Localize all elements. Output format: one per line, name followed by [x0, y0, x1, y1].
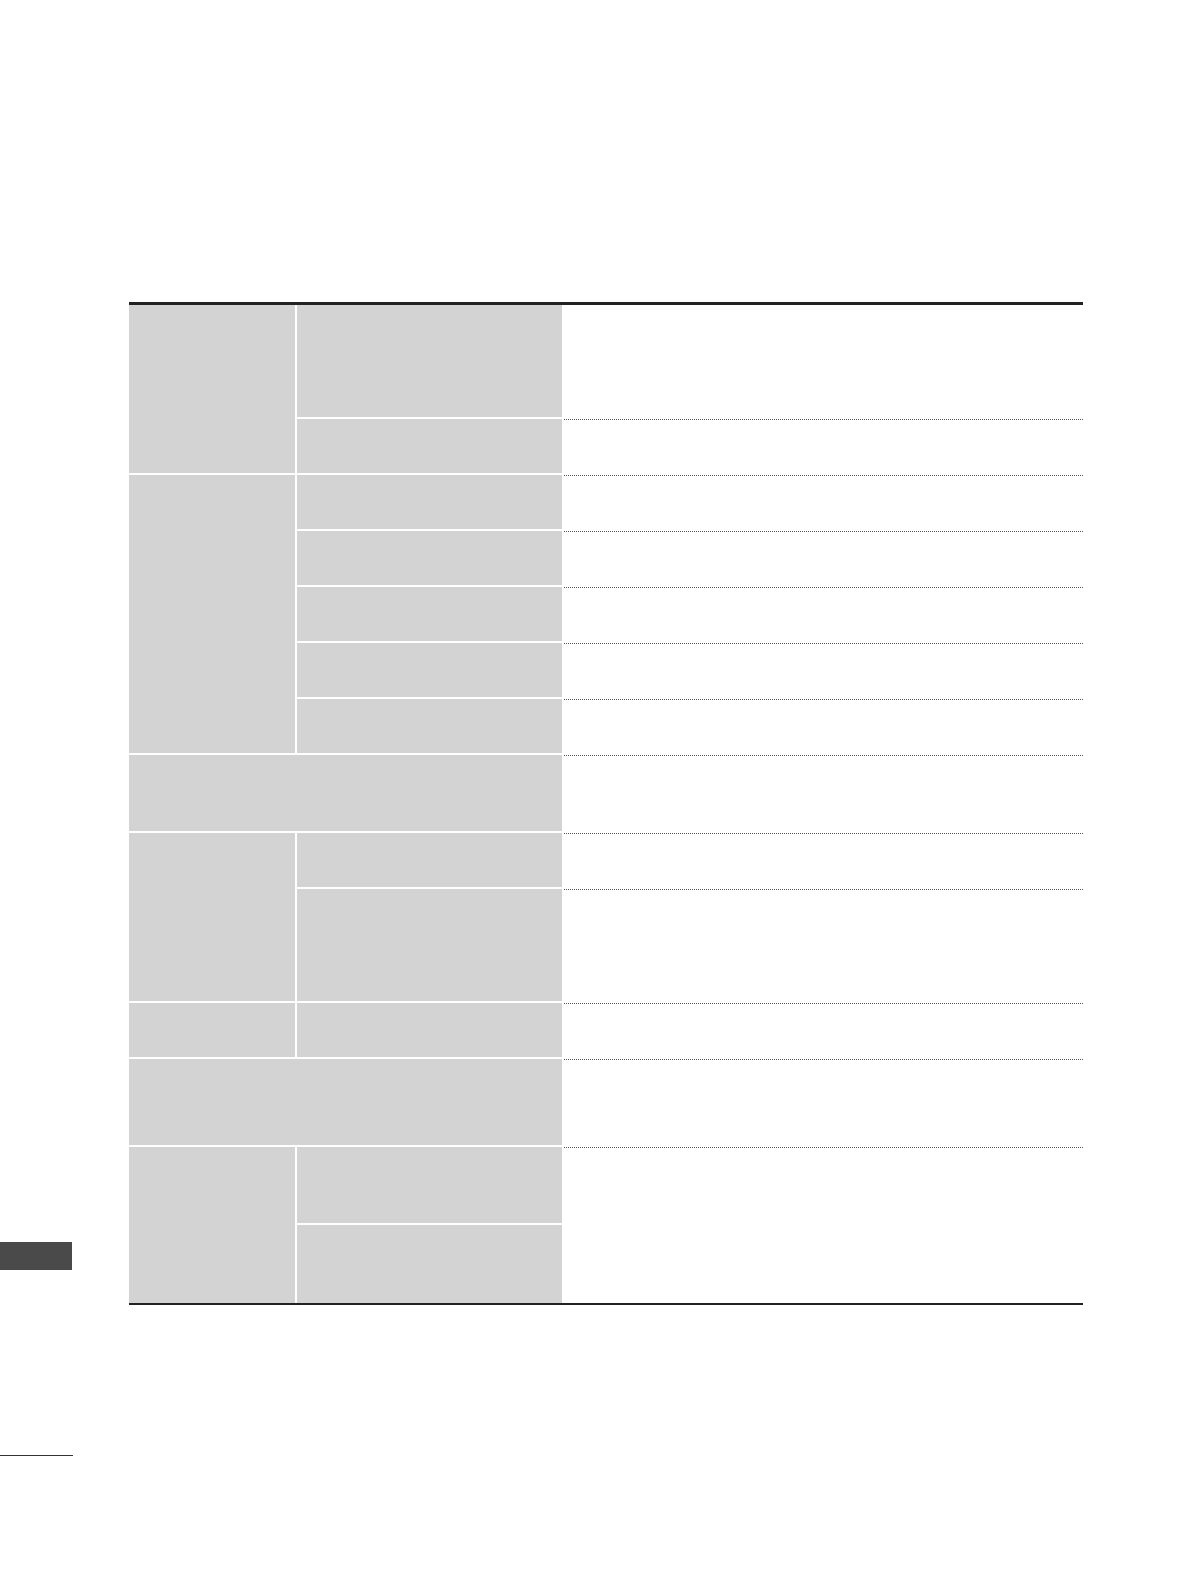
table-row-header: [297, 475, 562, 529]
table-row-header: [297, 419, 562, 473]
table-row-header: [297, 587, 562, 641]
row-divider: [564, 1059, 1083, 1060]
table-group-header: [129, 475, 295, 753]
row-divider: [564, 475, 1083, 476]
table-span-header: [129, 755, 562, 831]
table-row-header: [297, 833, 562, 887]
table-span-header: [129, 1059, 562, 1145]
table-row-header: [297, 1147, 562, 1223]
table-group-header: [129, 1147, 295, 1304]
table-group-header: [129, 305, 295, 473]
table-top-rule: [129, 302, 1083, 305]
row-divider: [564, 755, 1083, 756]
table-row-header: [297, 699, 562, 753]
footer-rule: [0, 1455, 73, 1456]
row-divider: [564, 889, 1083, 890]
row-divider: [564, 587, 1083, 588]
row-divider: [564, 1003, 1083, 1004]
chapter-side-tab: [0, 1242, 72, 1270]
row-divider: [564, 643, 1083, 644]
row-divider: [564, 531, 1083, 532]
table-bottom-rule: [129, 1303, 1083, 1305]
row-divider: [564, 699, 1083, 700]
table-group-header: [129, 1003, 295, 1057]
table-row-header: [297, 643, 562, 697]
table-row-header: [297, 531, 562, 585]
table-row-header: [297, 889, 562, 1001]
table-group-header: [129, 833, 295, 1001]
row-divider: [564, 419, 1083, 420]
table-row-header: [297, 305, 562, 417]
row-divider: [564, 833, 1083, 834]
table-row-header: [297, 1003, 562, 1057]
table-row-header: [297, 1225, 562, 1304]
row-divider: [564, 1147, 1083, 1148]
